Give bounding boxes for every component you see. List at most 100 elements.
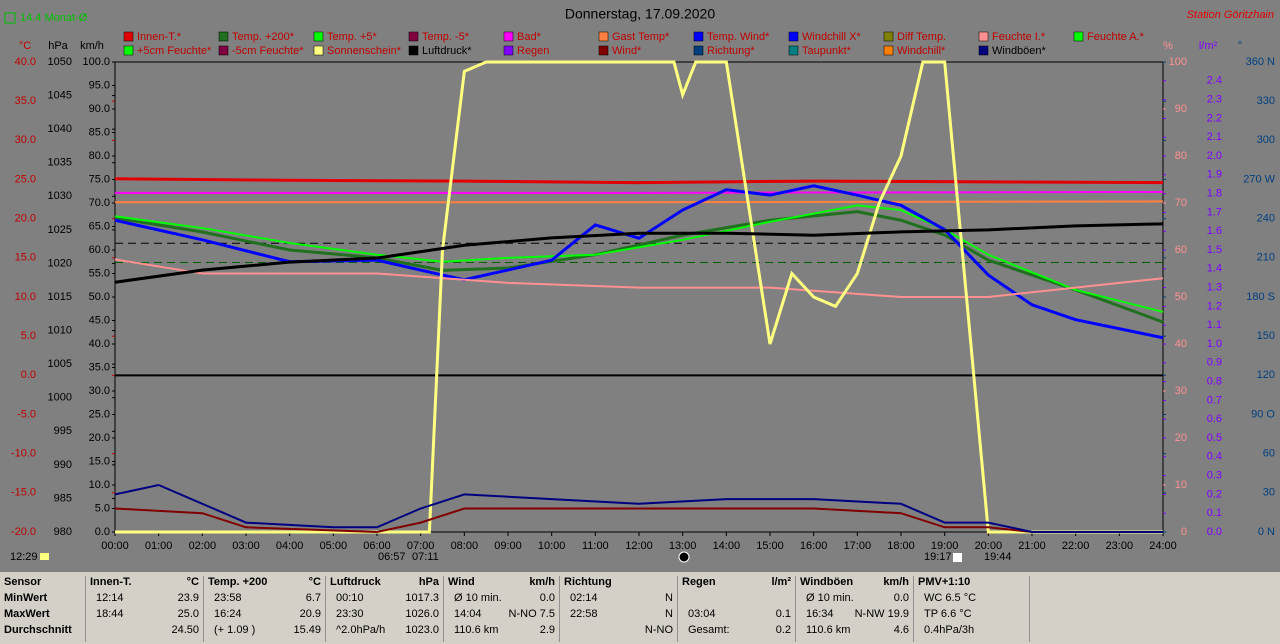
y-tick-label: 0.5 [1207, 432, 1222, 444]
x-tick-label: 13:00 [669, 540, 697, 552]
y-tick-label: 20.0 [89, 432, 110, 444]
legend-swatch [788, 31, 799, 42]
y-tick-label: -5.0 [17, 408, 36, 420]
cell-text: 12:14 [96, 592, 124, 604]
y-tick-label: 0.2 [1207, 488, 1222, 500]
table-cell: Innen-T. °C [90, 576, 199, 592]
cell-text: 0.1 [775, 608, 791, 620]
legend-swatch [123, 31, 134, 42]
table-cell: WC 6.5 °C [918, 592, 1025, 608]
y-tick-label: 0.1 [1207, 507, 1222, 519]
cell-text: 18:44 [96, 608, 124, 620]
series-line [115, 200, 1164, 204]
legend-label: -5cm Feuchte* [232, 45, 304, 57]
table-cell: 24.50 [90, 624, 199, 640]
y-tick-label: 15.0 [15, 252, 36, 264]
time-stamp: 12:29 [10, 551, 38, 563]
y-tick-label: 50 [1175, 291, 1187, 303]
cell-text: °C [308, 576, 321, 588]
cell-text: l/m² [771, 576, 791, 588]
y-tick-label: 90 O [1251, 408, 1275, 420]
y-tick-label: 1.0 [1207, 338, 1222, 350]
y-tick-label: 90.0 [89, 103, 110, 115]
cell-text: Gesamt: [688, 624, 730, 636]
y-tick-label: 25.0 [89, 408, 110, 420]
legend-swatch [978, 31, 989, 42]
legend-label: Bad* [517, 31, 542, 43]
legend-label: Luftdruck* [422, 45, 472, 57]
table-cell: Ø 10 min. 0.0 [800, 592, 909, 608]
table-cell: PMV+1:10 [918, 576, 1025, 592]
stats-table: Sensor MinWert MaxWert Durchschnitt Innen-T.… [0, 572, 1280, 644]
legend-swatch [408, 31, 419, 42]
table-cell: 23:58 6.7 [208, 592, 321, 608]
y-tick-label: 2.0 [1207, 150, 1222, 162]
y-tick-label: 2.1 [1207, 131, 1222, 143]
y-tick-label: 0.4 [1207, 451, 1222, 463]
y-tick-label: 1.7 [1207, 206, 1222, 218]
y-tick-label: 60.0 [89, 244, 110, 256]
cell-text: 16:34 [806, 608, 834, 620]
table-column: Temp. +200 °C 23:58 6.7 16:24 20.9 (+ 1.09 ) 15… [204, 576, 326, 642]
sunset: 19:17 [924, 551, 952, 563]
cell-text: N [665, 592, 673, 604]
cell-text: 1026.0 [405, 608, 439, 620]
legend-label: Diff Temp. [897, 31, 946, 43]
table-column: Innen-T. °C 12:14 23.9 18:44 25.0 24.50 [86, 576, 204, 642]
series-line [114, 507, 1163, 534]
y-tick-label: 2.4 [1207, 75, 1222, 87]
table-cell: (+ 1.09 ) 15.49 [208, 624, 321, 640]
cell-text: 16:24 [214, 608, 242, 620]
cell-text: 14:04 [454, 608, 482, 620]
y-tick-label: 75.0 [89, 173, 110, 185]
cell-text: Wind [448, 576, 475, 588]
sunrise: 07:11 [412, 551, 439, 563]
table-cell: Gesamt: 0.2 [682, 624, 791, 640]
y-tick-label: 0.9 [1207, 357, 1222, 369]
legend-label: Sonnenschein* [327, 45, 402, 57]
cell-text: 23:58 [214, 592, 242, 604]
x-tick-label: 14:00 [713, 540, 741, 552]
y-tick-label: 0.7 [1207, 394, 1222, 406]
table-cell: Temp. +200 °C [208, 576, 321, 592]
x-tick-label: 18:00 [887, 540, 915, 552]
x-tick-label: 23:00 [1106, 540, 1134, 552]
x-tick-label: 10:00 [538, 540, 566, 552]
y-tick-label: 0.0 [1207, 526, 1222, 538]
legend-swatch [503, 45, 514, 56]
y-tick-label: -10.0 [11, 448, 36, 460]
y-tick-label: 1045 [48, 89, 72, 101]
axis-unit: % [1163, 40, 1173, 52]
table-column: Regen l/m² 03:04 0.1 Gesamt: 0.2 [678, 576, 796, 642]
y-tick-label: 1015 [48, 291, 72, 303]
table-cell: N-NO [564, 624, 673, 640]
y-tick-label: 0.0 [95, 526, 110, 538]
y-tick-label: 95.0 [89, 79, 110, 91]
table-column: Wind km/h Ø 10 min. 0.0 14:04 N-NO 7.5 110.6 k… [444, 576, 560, 642]
legend-swatch [408, 45, 419, 56]
y-tick-label: 120 [1257, 369, 1275, 381]
y-tick-label: 40 [1175, 338, 1187, 350]
y-tick-label: 1020 [48, 257, 72, 269]
legend-swatch [978, 45, 989, 56]
cell-text: Luftdruck [330, 576, 381, 588]
y-tick-label: 60 [1175, 244, 1187, 256]
y-tick-label: 1.8 [1207, 188, 1222, 200]
x-tick-label: 12:00 [625, 540, 653, 552]
y-tick-label: 1000 [48, 392, 72, 404]
legend-swatch [788, 45, 799, 56]
x-tick-label: 17:00 [844, 540, 872, 552]
y-tick-label: 0 [1181, 526, 1187, 538]
y-tick-label: 1035 [48, 157, 72, 169]
x-tick-label: 06:00 [363, 540, 391, 552]
y-tick-label: 5.0 [21, 330, 36, 342]
y-tick-label: 35.0 [15, 95, 36, 107]
series-line [114, 222, 1164, 284]
table-cell: 14:04 N-NO 7.5 [448, 608, 555, 624]
legend-swatch [598, 45, 609, 56]
legend-swatch [598, 31, 609, 42]
y-tick-label: 1.4 [1207, 263, 1222, 275]
x-tick-label: 02:00 [189, 540, 217, 552]
month-icon [4, 12, 16, 24]
y-tick-label: 0.0 [21, 369, 36, 381]
